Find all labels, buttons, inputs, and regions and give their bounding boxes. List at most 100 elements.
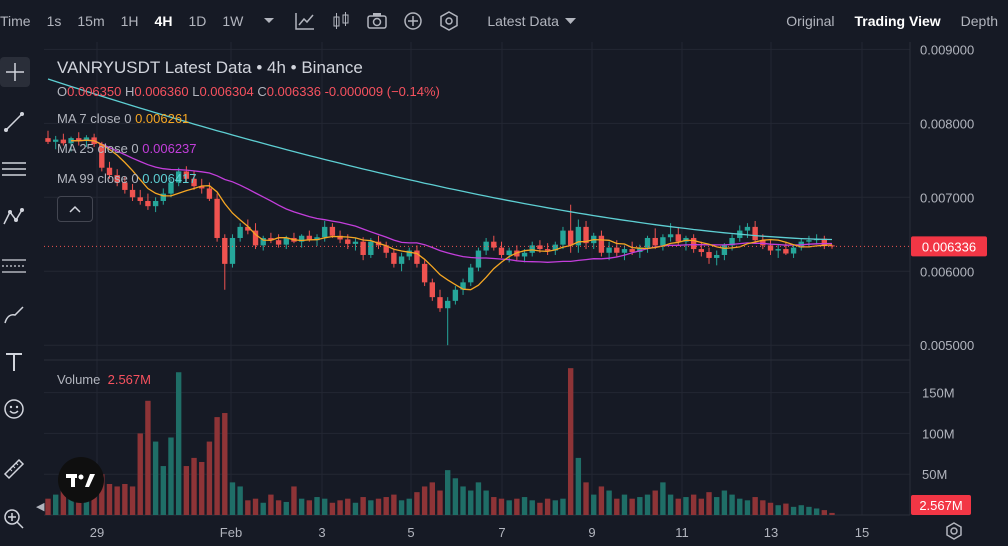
low-value: 0.006304	[199, 84, 254, 99]
x-tick-label: 29	[90, 525, 104, 540]
emoji-icon[interactable]	[0, 394, 28, 424]
top-toolbar: Time 1s 15m 1H 4H 1D 1W Latest Data	[0, 0, 1008, 42]
candle-body	[406, 250, 412, 257]
candle-body	[76, 138, 82, 142]
tradingview-logo[interactable]	[58, 457, 104, 503]
ma25-value: 0.006237	[142, 141, 197, 156]
candle-body	[614, 247, 620, 253]
collapse-legend-button[interactable]	[57, 196, 93, 222]
close-value: 0.006336	[266, 84, 321, 99]
candle-body	[137, 197, 143, 201]
x-tick-label: 11	[675, 525, 689, 540]
volume-tick-label: 50M	[922, 467, 947, 482]
interval-1d[interactable]: 1D	[188, 13, 207, 29]
fib-icon[interactable]	[0, 252, 28, 282]
volume-bar	[675, 498, 681, 515]
ma25-label: MA 25 close 0	[57, 141, 139, 156]
candle-body	[106, 167, 113, 176]
candle-body	[322, 226, 328, 238]
candle-body	[744, 226, 751, 231]
volume-bar	[145, 400, 151, 515]
view-trading-view[interactable]: Trading View	[854, 13, 941, 29]
interval-15m[interactable]: 15m	[77, 13, 105, 29]
candle-body	[191, 178, 197, 187]
crosshair-icon[interactable]	[0, 57, 30, 87]
volume-bar	[521, 497, 528, 515]
volume-bar	[498, 498, 505, 515]
latest-data-dropdown[interactable]: Latest Data	[481, 13, 582, 29]
candle-body	[298, 235, 305, 242]
candle-body	[506, 250, 512, 255]
volume-bar	[629, 498, 635, 515]
candle-body	[690, 237, 697, 250]
candle-body	[714, 254, 720, 258]
x-tick-label: 9	[588, 525, 595, 540]
ma99-value: 0.006417	[142, 171, 197, 186]
candle-body	[721, 245, 728, 255]
view-switcher: Original Trading View Depth	[776, 0, 1008, 42]
price-tick-label: 0.008000	[920, 116, 974, 131]
add-icon[interactable]	[402, 10, 424, 32]
volume-bar	[252, 498, 259, 515]
volume-bar	[298, 498, 305, 515]
open-value: 0.006350	[67, 84, 122, 99]
scroll-left-icon[interactable]: ◀	[36, 501, 45, 513]
volume-bar	[360, 497, 366, 515]
volume-bar	[706, 492, 712, 515]
volume-legend: Volume 2.567M	[57, 372, 151, 387]
zoom-icon[interactable]	[0, 504, 28, 534]
moving-averages	[47, 78, 833, 291]
interval-4h[interactable]: 4H	[154, 13, 173, 29]
volume-bar	[52, 494, 59, 515]
volume-bar	[537, 502, 543, 515]
volume-bar	[790, 506, 797, 515]
volume-bar	[329, 502, 336, 515]
interval-1s[interactable]: 1s	[46, 13, 62, 29]
volume-bar	[175, 372, 182, 515]
chevron-down-icon	[564, 17, 576, 24]
settings-icon[interactable]	[438, 10, 460, 32]
candle-body	[68, 138, 74, 144]
last-price-badge	[911, 236, 987, 257]
volume-bar	[268, 494, 274, 515]
volume-bar	[160, 466, 166, 515]
volume-bar	[829, 512, 835, 515]
price-tick-label: 0.009000	[920, 42, 974, 57]
candle-body	[706, 252, 712, 258]
time-label[interactable]: Time	[0, 13, 31, 29]
chevron-down-icon[interactable]	[258, 10, 280, 32]
candle-body	[698, 249, 705, 253]
brush-icon[interactable]	[0, 300, 28, 330]
camera-icon[interactable]	[366, 10, 388, 32]
volume-bar	[45, 498, 51, 515]
volume-bar	[183, 466, 190, 515]
view-depth[interactable]: Depth	[960, 13, 998, 29]
interval-1w[interactable]: 1W	[222, 13, 244, 29]
volume-bar	[514, 498, 520, 515]
change-value: -0.000009 (−0.14%)	[324, 84, 440, 99]
candle-body	[306, 235, 313, 241]
candle-body	[275, 240, 282, 245]
view-original[interactable]: Original	[786, 13, 835, 29]
candle-type-icon[interactable]	[330, 10, 352, 32]
chart-settings-icon[interactable]	[944, 521, 964, 541]
ruler-icon[interactable]	[0, 454, 28, 484]
pattern-icon[interactable]	[0, 202, 28, 232]
volume-bar	[698, 498, 705, 515]
price-tick-label: 0.007000	[920, 190, 974, 205]
candle-body	[114, 175, 120, 183]
trend-line-icon[interactable]	[0, 107, 28, 137]
ma7-label: MA 7 close 0	[57, 111, 132, 126]
x-tick-label: 7	[498, 525, 505, 540]
volume-bar	[291, 486, 297, 515]
ma7-legend: MA 7 close 0 0.006261	[57, 111, 189, 126]
volume-bar	[737, 498, 743, 515]
indicators-icon[interactable]	[294, 10, 316, 32]
interval-1h[interactable]: 1H	[120, 13, 139, 29]
candle-body	[821, 238, 828, 247]
candle-body	[544, 249, 551, 251]
horizontal-lines-icon[interactable]	[0, 154, 28, 184]
candle-body	[52, 139, 59, 142]
text-icon[interactable]	[0, 347, 28, 377]
